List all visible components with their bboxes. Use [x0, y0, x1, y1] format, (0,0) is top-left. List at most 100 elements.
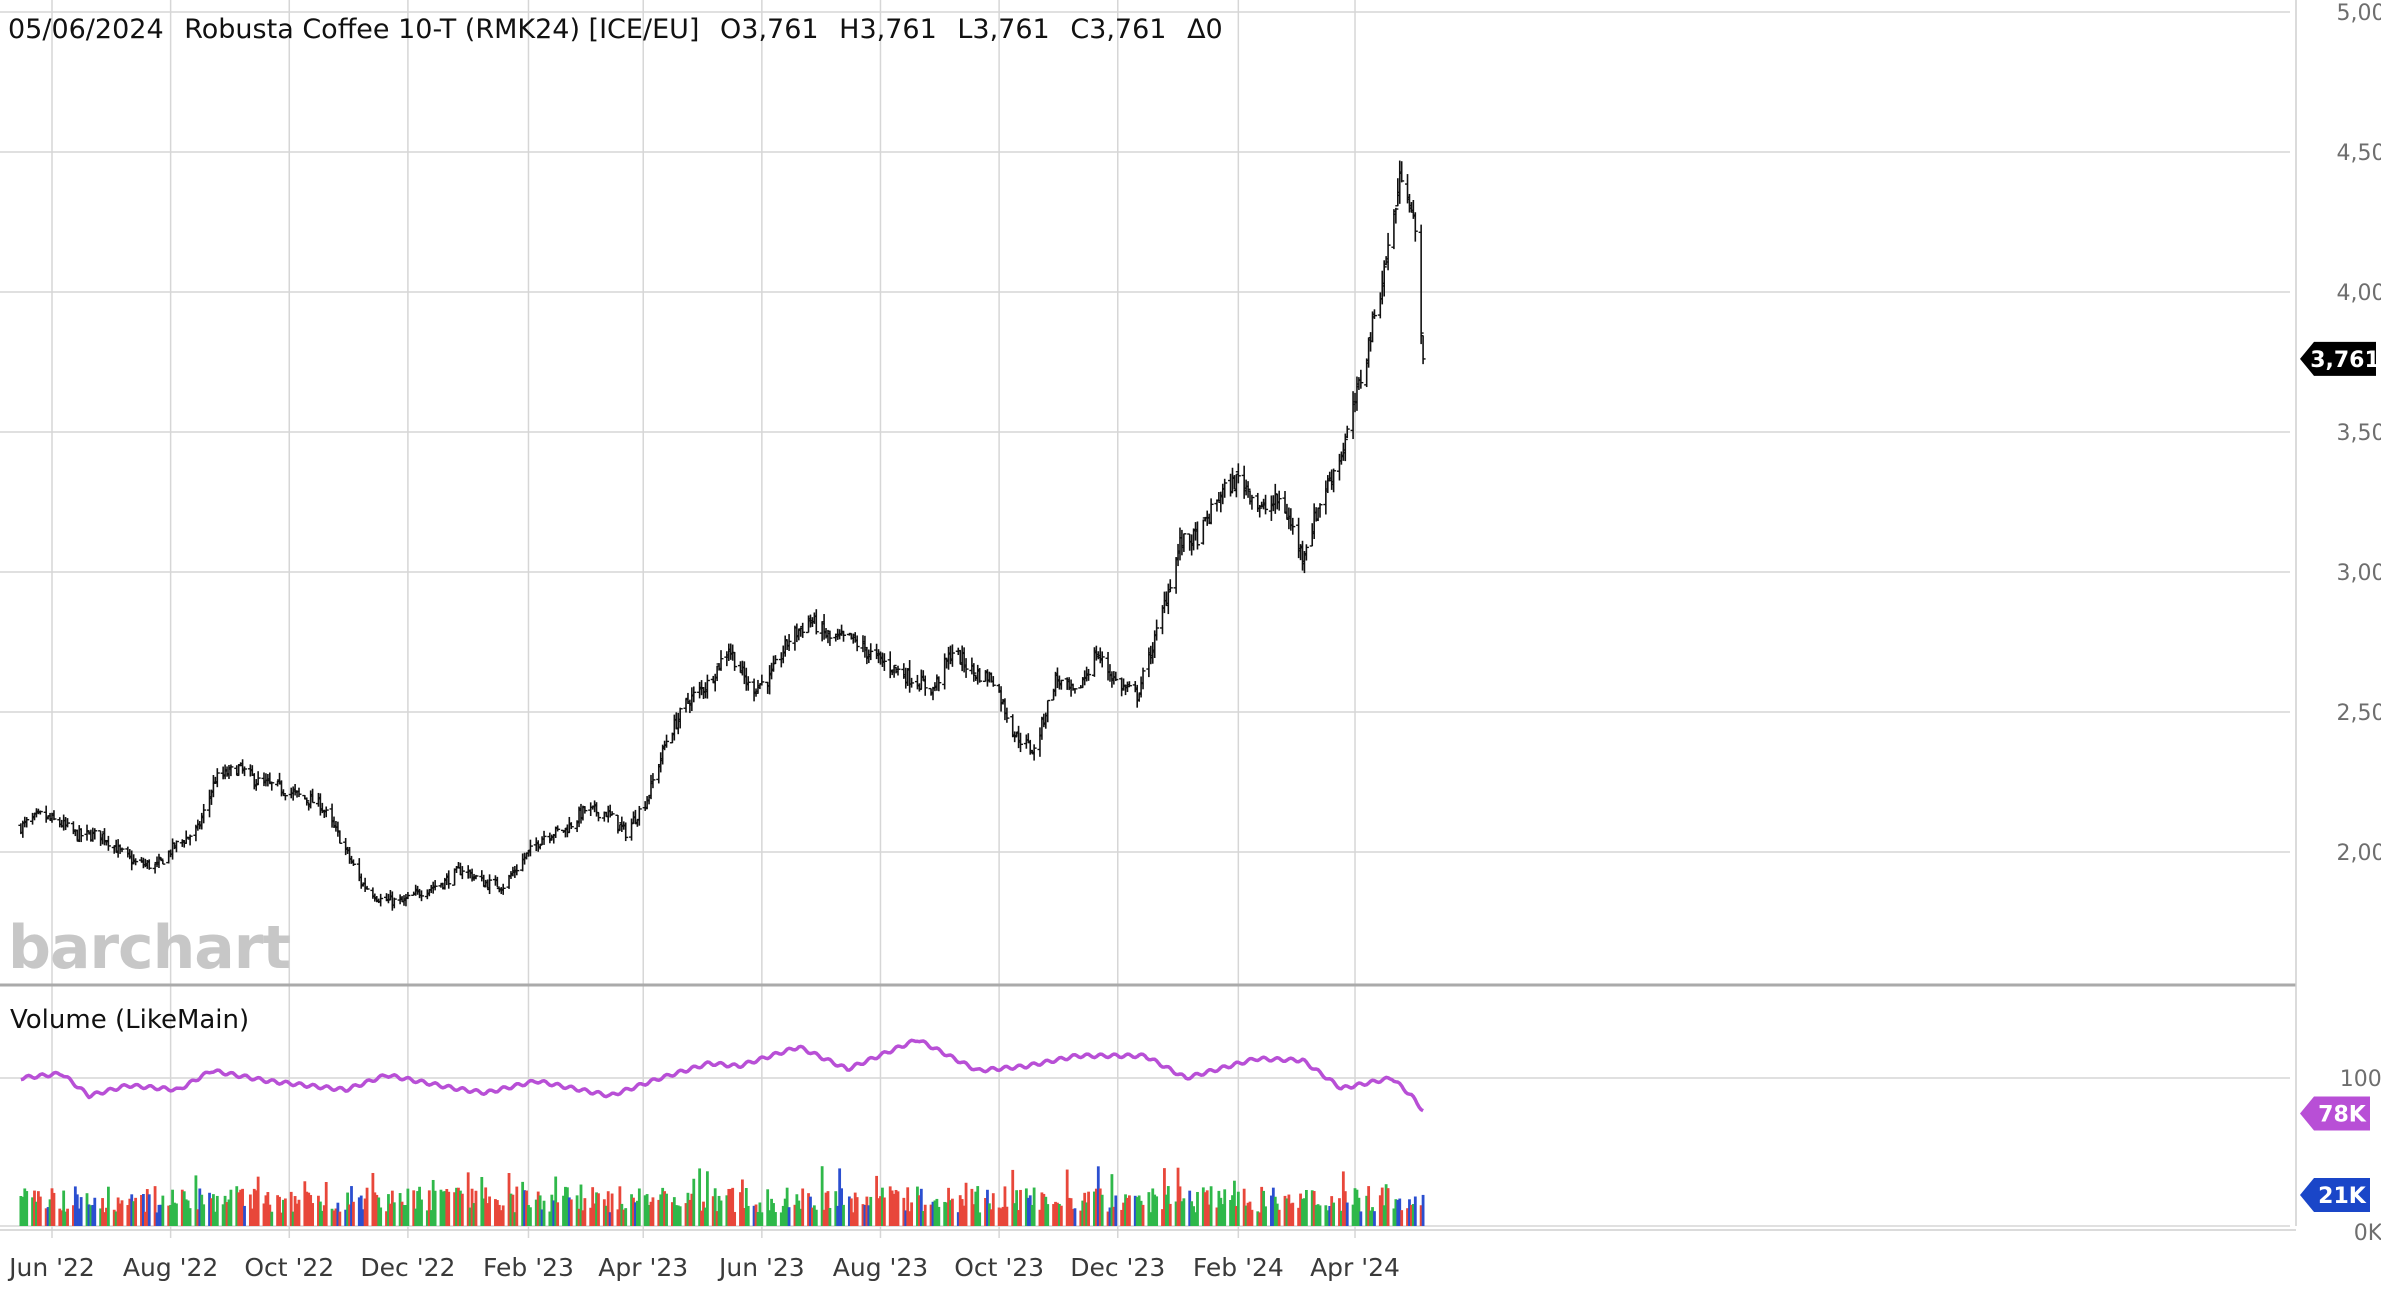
volume-bar: [781, 1205, 785, 1226]
volume-bar: [262, 1203, 266, 1226]
volume-bar: [1085, 1202, 1089, 1226]
volume-bar: [1250, 1209, 1254, 1226]
volume-bar: [606, 1191, 610, 1226]
volume-bar: [225, 1202, 229, 1226]
volume-bar: [1355, 1189, 1359, 1226]
volume-bar: [101, 1198, 104, 1226]
volume-bar: [1073, 1208, 1077, 1226]
volume-bar: [1028, 1195, 1032, 1226]
volume-bar: [534, 1199, 538, 1226]
volume-bar: [1178, 1186, 1182, 1226]
volume-bar: [1065, 1169, 1069, 1226]
volume-bar: [457, 1187, 460, 1226]
volume-bar: [264, 1195, 268, 1226]
volume-bar: [717, 1195, 721, 1226]
volume-bar: [1100, 1194, 1104, 1226]
volume-bar: [184, 1199, 188, 1226]
x-tick-label: Apr '23: [598, 1253, 688, 1282]
volume-bar: [31, 1197, 34, 1226]
volume-bar: [1098, 1188, 1102, 1226]
volume-bar: [1124, 1194, 1127, 1226]
volume-bar: [1120, 1209, 1124, 1226]
volume-bar: [674, 1205, 678, 1226]
volume-bar: [1126, 1197, 1129, 1226]
volume-bar: [169, 1204, 173, 1226]
volume-bar: [589, 1207, 593, 1226]
volume-bar: [431, 1179, 435, 1226]
volume-bar: [155, 1212, 159, 1226]
volume-bar: [1297, 1207, 1301, 1226]
volume-bar: [661, 1187, 665, 1226]
volume-bar: [1380, 1187, 1384, 1226]
volume-bar: [425, 1210, 429, 1226]
volume-bar: [1343, 1191, 1347, 1226]
volume-bar: [651, 1197, 655, 1226]
volume-bar: [390, 1190, 394, 1226]
volume-bar: [1163, 1168, 1166, 1226]
volume-bar: [58, 1208, 62, 1226]
volume-bar: [1042, 1193, 1046, 1226]
volume-bar: [379, 1207, 383, 1226]
volume-bar: [93, 1197, 97, 1226]
volume-bar: [676, 1205, 680, 1226]
volume-bar: [933, 1200, 937, 1226]
volume-bar: [1341, 1171, 1345, 1226]
volume-bar: [1357, 1197, 1361, 1226]
volume-bar: [888, 1186, 892, 1226]
volume-bar: [536, 1191, 540, 1226]
volume-bar: [210, 1198, 213, 1226]
volume-bar: [348, 1204, 351, 1226]
volume-bar: [202, 1204, 206, 1226]
volume-bar: [1398, 1198, 1402, 1226]
volume-bar: [1248, 1201, 1252, 1226]
volume-bar: [799, 1208, 803, 1226]
volume-bar: [392, 1202, 396, 1226]
volume-bar: [1328, 1206, 1332, 1226]
volume-bar: [1054, 1201, 1057, 1226]
volume-bar: [986, 1189, 989, 1226]
price-tick-label: 4,500: [2337, 141, 2381, 166]
volume-bar: [787, 1207, 791, 1226]
volume-bar: [270, 1211, 274, 1226]
volume-bar: [947, 1187, 950, 1226]
volume-bar: [643, 1195, 647, 1226]
volume-bar: [597, 1193, 600, 1226]
volume-bar: [305, 1191, 309, 1226]
volume-bar: [1046, 1204, 1050, 1226]
price-tick-label: 2,500: [2337, 701, 2381, 726]
volume-bar: [581, 1210, 585, 1226]
quote-low: L3,761: [957, 14, 1049, 45]
volume-bar: [690, 1193, 694, 1226]
volume-bar: [593, 1203, 596, 1226]
price-tick-label: 3,500: [2337, 421, 2381, 446]
volume-bar: [416, 1191, 420, 1226]
volume-bar: [1353, 1188, 1357, 1226]
volume-bar: [595, 1192, 598, 1226]
x-tick-label: Jun '22: [7, 1253, 95, 1282]
volume-bar: [134, 1197, 138, 1226]
volume-bar: [38, 1196, 42, 1226]
volume-bar: [1044, 1196, 1048, 1226]
volume-bar: [774, 1212, 777, 1226]
volume-bar: [1205, 1190, 1209, 1226]
x-tick-label: Apr '24: [1310, 1253, 1400, 1282]
volume-bar: [1174, 1201, 1178, 1226]
volume-bar: [77, 1208, 81, 1226]
volume-bar: [237, 1192, 241, 1226]
volume-bar: [470, 1188, 474, 1226]
volume-bar: [35, 1201, 38, 1226]
volume-bar: [820, 1166, 824, 1226]
volume-bar: [725, 1195, 729, 1226]
volume-bar: [180, 1189, 184, 1226]
volume-bar: [1096, 1166, 1100, 1226]
volume-bar: [935, 1198, 939, 1226]
volume-bar: [670, 1202, 674, 1226]
volume-bar: [468, 1207, 472, 1226]
volume-bar: [855, 1197, 859, 1226]
volume-bar: [1203, 1192, 1207, 1226]
volume-bar: [894, 1189, 898, 1226]
volume-bar: [758, 1202, 762, 1226]
volume-bar: [75, 1194, 79, 1226]
volume-bar: [847, 1196, 851, 1226]
volume-bar: [1410, 1204, 1413, 1226]
